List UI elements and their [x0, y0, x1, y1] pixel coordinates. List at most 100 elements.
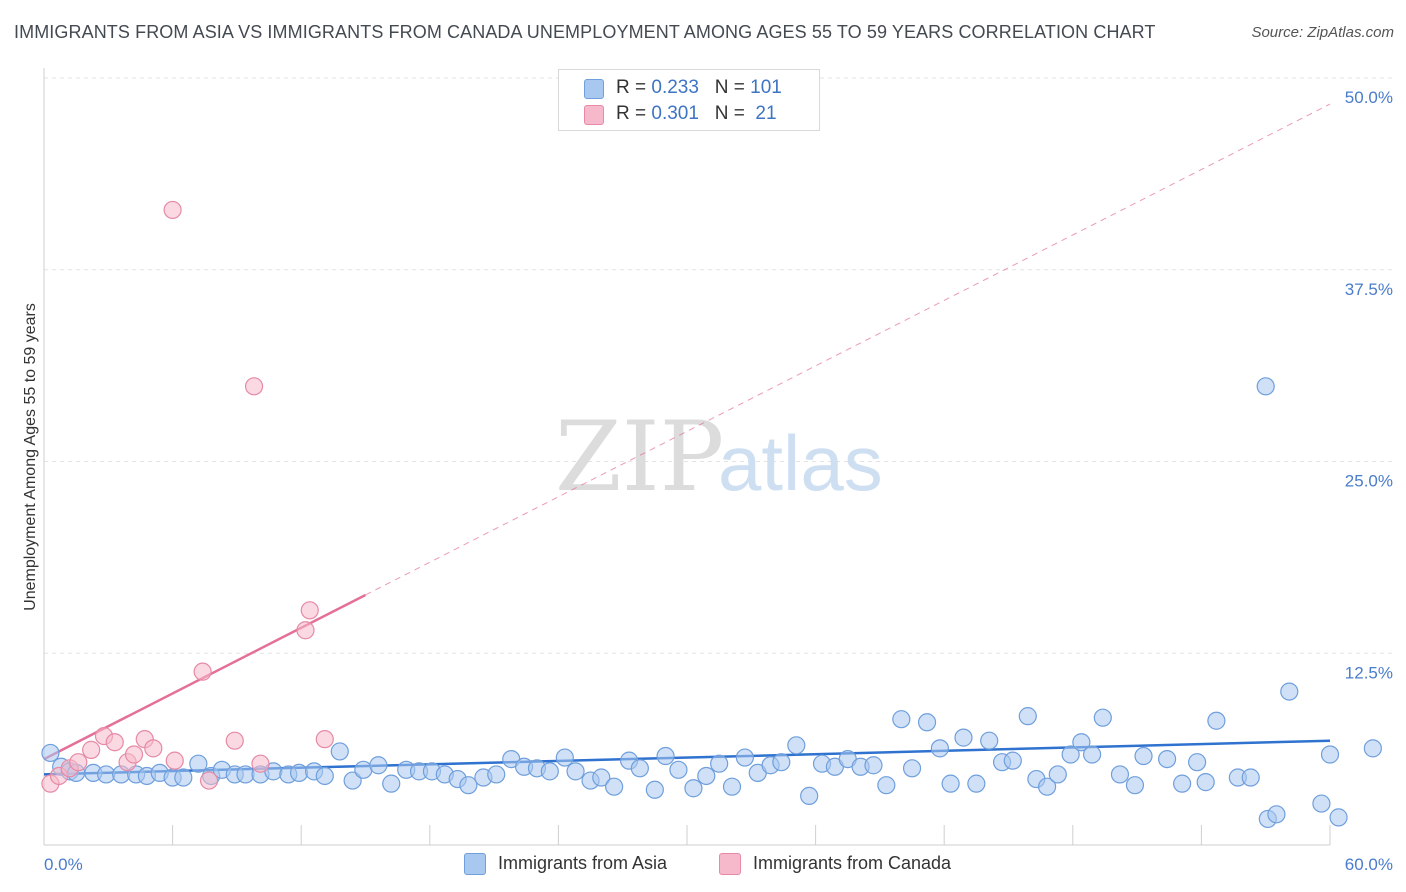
legend-n-label: N = — [714, 103, 751, 124]
point-canada — [199, 771, 219, 790]
point-asia — [1329, 808, 1348, 827]
point-asia — [487, 765, 506, 784]
point-asia — [892, 710, 911, 729]
point-canada — [300, 601, 319, 620]
point-asia — [1196, 773, 1215, 792]
point-asia — [684, 779, 703, 798]
point-asia — [343, 771, 362, 790]
point-asia — [1320, 745, 1340, 764]
point-canada — [244, 377, 264, 396]
point-asia — [1256, 377, 1275, 396]
point-asia — [1207, 711, 1226, 730]
legend-r-label: R = — [616, 77, 652, 98]
point-asia — [1125, 776, 1145, 795]
point-asia — [930, 739, 950, 758]
point-asia — [787, 736, 806, 755]
point-asia — [1018, 707, 1037, 726]
x-tick-label: 60.0% — [1345, 855, 1393, 874]
watermark-zip: ZIP — [555, 401, 724, 513]
point-canada — [163, 200, 182, 220]
point-canada — [193, 662, 212, 681]
point-asia — [877, 776, 896, 795]
point-canada — [315, 730, 334, 749]
point-asia — [917, 713, 937, 732]
point-asia — [566, 762, 585, 781]
y-tick-label: 25.0% — [1345, 472, 1393, 491]
legend-swatch-canada — [584, 105, 604, 125]
point-asia — [1173, 774, 1192, 793]
source-label: Source: ZipAtlas.com — [1251, 24, 1394, 41]
point-canada — [69, 753, 88, 772]
point-asia — [174, 768, 193, 787]
point-asia — [1037, 777, 1057, 796]
point-canada — [225, 731, 244, 750]
point-asia — [735, 748, 754, 767]
bottom-legend-label: Immigrants from Canada — [753, 853, 952, 873]
point-canada — [82, 740, 101, 759]
point-asia — [1082, 745, 1102, 764]
point-asia — [540, 762, 559, 781]
point-asia — [980, 731, 999, 750]
point-asia — [630, 759, 649, 778]
point-asia — [669, 760, 688, 779]
watermark-atlas: atlas — [718, 419, 883, 507]
point-asia — [1267, 805, 1286, 824]
point-asia — [1072, 733, 1091, 752]
y-tick-label: 12.5% — [1345, 663, 1393, 682]
point-asia — [189, 754, 208, 773]
point-asia — [772, 753, 791, 772]
point-asia — [941, 774, 960, 793]
point-asia — [645, 780, 664, 799]
point-canada — [165, 751, 184, 770]
point-asia — [289, 763, 309, 783]
point-asia — [967, 774, 986, 793]
chart-title: IMMIGRANTS FROM ASIA VS IMMIGRANTS FROM … — [14, 22, 1156, 42]
point-canada — [296, 621, 315, 640]
point-asia — [382, 774, 401, 793]
x-tick-label: 0.0% — [44, 855, 83, 874]
point-asia — [330, 742, 349, 761]
bottom-legend-label: Immigrants from Asia — [498, 853, 668, 873]
y-tick-label: 37.5% — [1345, 280, 1393, 299]
legend-r-value: 0.301 — [651, 103, 699, 124]
point-asia — [1158, 749, 1177, 769]
legend-n-value: 21 — [750, 103, 777, 124]
point-asia — [315, 766, 334, 786]
trend-line-extension — [365, 103, 1331, 596]
point-asia — [1003, 751, 1022, 770]
point-asia — [864, 756, 883, 775]
point-asia — [354, 760, 373, 779]
point-asia — [592, 768, 611, 787]
point-asia — [722, 777, 742, 796]
watermark: ZIP atlas — [555, 401, 883, 513]
point-asia — [710, 754, 729, 773]
point-asia — [369, 756, 388, 775]
point-asia — [1241, 768, 1260, 787]
point-asia — [41, 743, 60, 763]
point-asia — [697, 766, 716, 786]
point-asia — [1363, 739, 1382, 758]
point-asia — [1093, 708, 1112, 727]
point-asia — [1134, 746, 1153, 766]
point-asia — [1061, 745, 1080, 764]
grid-lines — [44, 77, 1395, 654]
point-asia — [1312, 794, 1331, 813]
bottom-legend-swatch-asia — [464, 853, 486, 875]
point-asia — [555, 748, 574, 767]
point-asia — [954, 728, 973, 747]
tick-labels: 50.0% 37.5% 25.0% 12.5% 0.0% 60.0% — [44, 88, 1393, 874]
point-asia — [605, 777, 624, 796]
point-asia — [902, 759, 922, 778]
legend-n-value: 101 — [750, 77, 782, 98]
point-asia — [459, 776, 478, 795]
bottom-legend-swatch-canada — [719, 853, 741, 875]
point-canada — [251, 754, 270, 773]
point-canada — [124, 745, 144, 764]
axes — [43, 68, 1331, 846]
point-canada — [144, 739, 163, 758]
y-tick-label: 50.0% — [1345, 88, 1393, 107]
legend: R = 0.233 N = 101 R = 0.301 N = 21 — [558, 69, 820, 131]
scatter-points — [41, 200, 1382, 829]
point-asia — [656, 746, 675, 766]
